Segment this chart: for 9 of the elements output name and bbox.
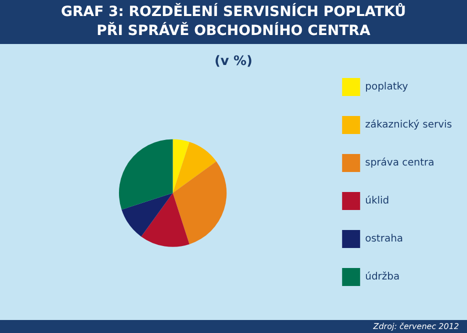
- legend-label: správa centra: [365, 158, 434, 168]
- legend-label: zákaznický servis: [365, 120, 452, 130]
- text: Zdroj: červenec 2012: [0, 320, 467, 333]
- chart-title: GRAF 3: ROZDĚLENÍ SERVISNÍCH POPLATKŮ PŘI SPRÁVĚ OBCHODNÍHO CENTRA: [0, 0, 467, 44]
- legend-label: úklid: [365, 196, 390, 206]
- legend-label: ostraha: [365, 234, 404, 244]
- legend-label: poplatky: [365, 82, 408, 92]
- chart-subtitle: (v %): [214, 54, 252, 69]
- legend-label: údržba: [365, 272, 400, 282]
